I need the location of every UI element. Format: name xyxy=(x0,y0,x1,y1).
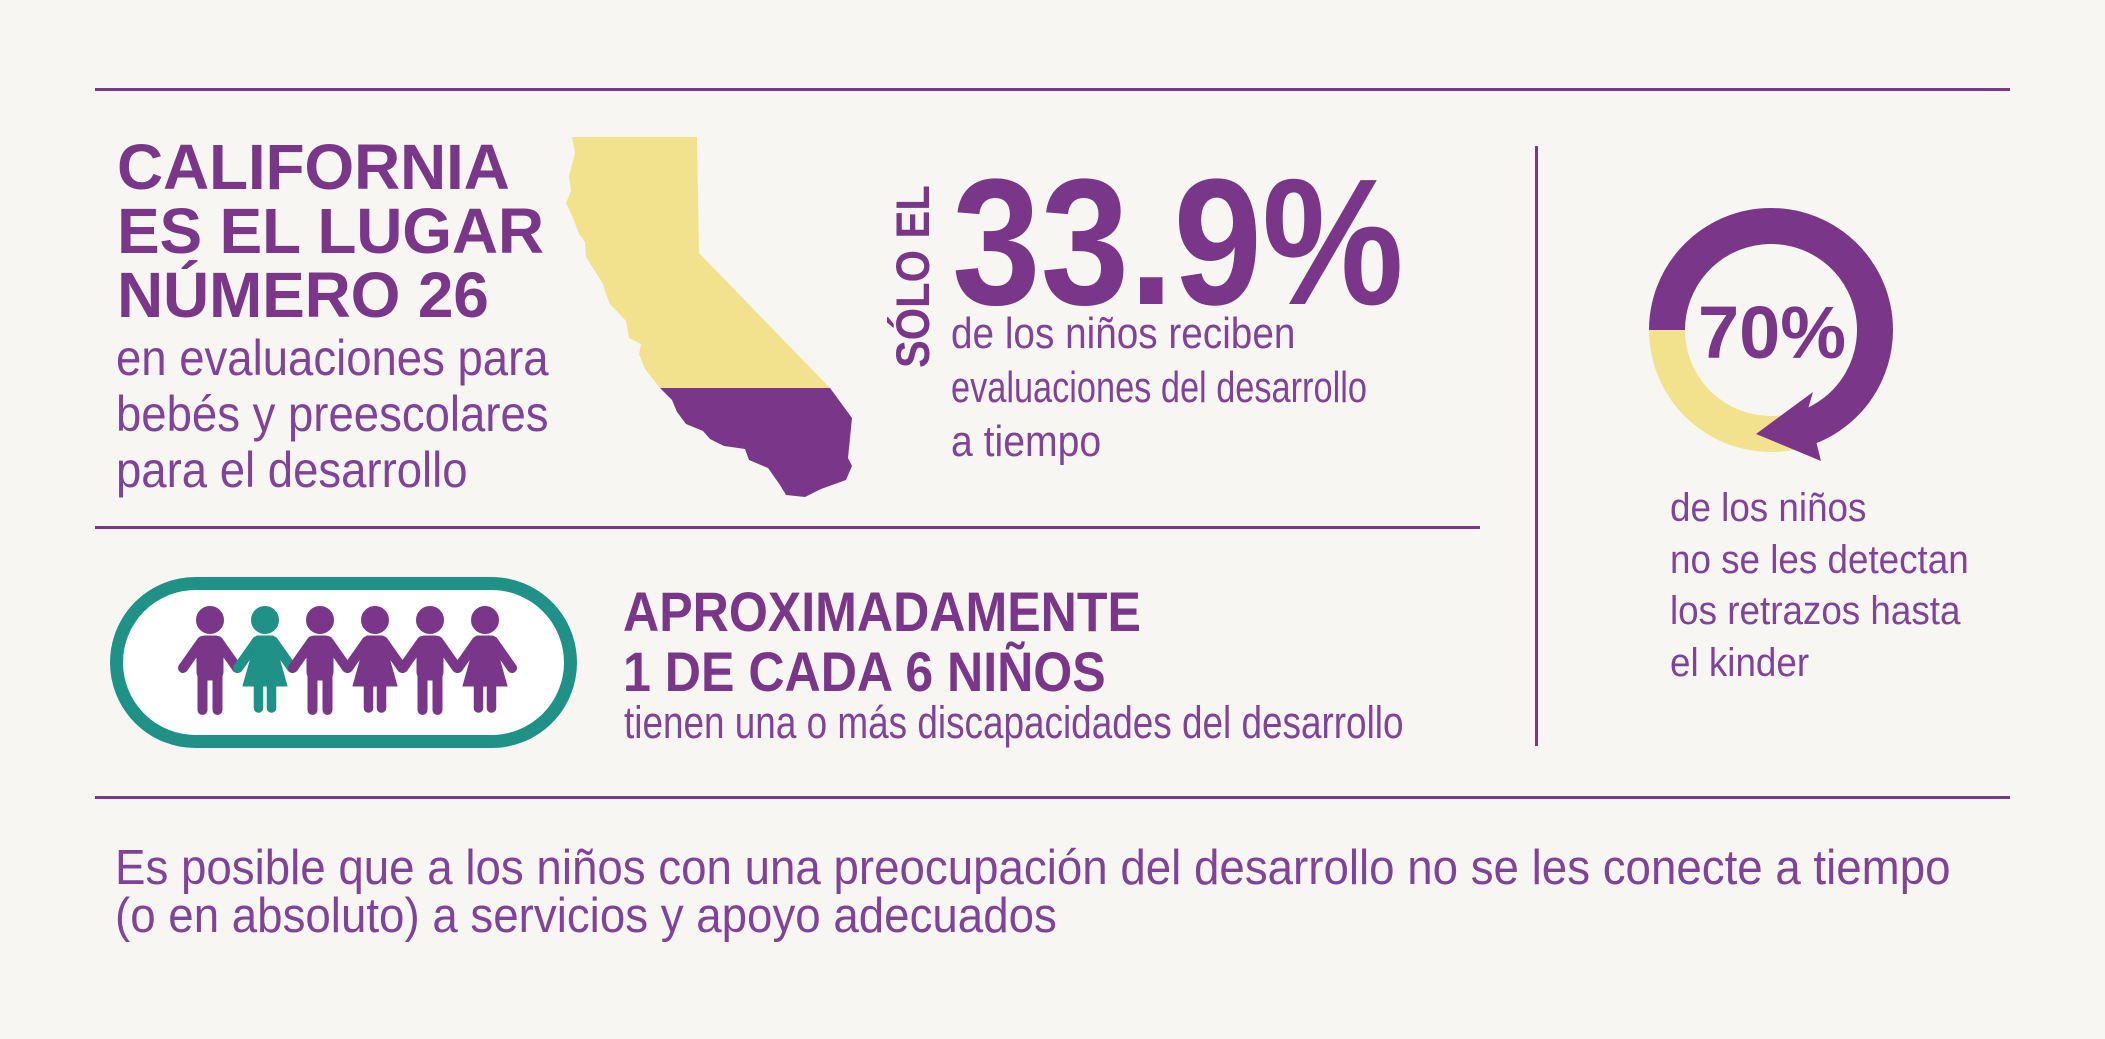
svg-text:70%: 70% xyxy=(1698,291,1846,374)
